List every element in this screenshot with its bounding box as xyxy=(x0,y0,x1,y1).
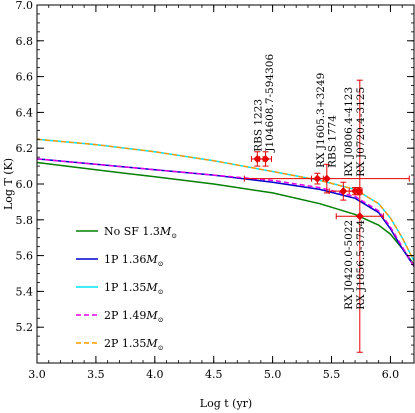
series-line-0 xyxy=(36,161,415,266)
source-label: RBS 1774 xyxy=(327,115,339,168)
legend-label: 2P 1.49M⊙ xyxy=(104,309,164,324)
legend-entry: 2P 1.35M⊙ xyxy=(76,337,164,352)
observation-point xyxy=(259,151,272,167)
series-line-3 xyxy=(36,158,415,267)
y-tick-label: 5.8 xyxy=(16,214,34,227)
y-tick-label: 5.6 xyxy=(16,250,34,263)
observation-points xyxy=(243,79,410,353)
legend-label: No SF 1.3M⊙ xyxy=(104,225,177,240)
observation-point xyxy=(243,163,410,194)
source-label: RX J1605.3+3249 xyxy=(315,73,327,168)
source-label: J104608.7-594306 xyxy=(264,54,276,153)
x-tick-label: 4.0 xyxy=(146,368,164,381)
series-curves xyxy=(36,138,415,267)
source-label: RX J1856.5-3754 xyxy=(355,219,367,309)
source-annotations: RBS 1223 J104608.7-594306 RX J1605.3+3249 R… xyxy=(252,54,367,310)
legend-entry: No SF 1.3M⊙ xyxy=(76,225,177,240)
x-tick-label: 3.5 xyxy=(87,368,105,381)
x-tick-label: 5.5 xyxy=(323,368,341,381)
legend-label: 1P 1.36M⊙ xyxy=(104,253,164,268)
legend-label: 2P 1.35M⊙ xyxy=(104,337,164,352)
legend-label: 1P 1.35M⊙ xyxy=(104,281,164,296)
y-tick-label: 6.0 xyxy=(16,178,34,191)
y-tick-label: 5.4 xyxy=(16,285,34,298)
axes: 3.0 3.5 4.0 4.5 5.0 5.5 6.0 5.2 5.4 5.6 5.8 6.0 6.2 6… xyxy=(16,0,415,381)
source-label: RX J0806.4-4123 xyxy=(343,87,355,177)
source-label: RX J0420.0-5022 xyxy=(343,220,355,310)
source-label: RX J0720.4-3125 xyxy=(355,87,367,177)
x-tick-label: 4.5 xyxy=(205,368,223,381)
y-tick-label: 6.6 xyxy=(16,71,34,84)
series-line-4 xyxy=(36,138,415,262)
y-axis-label: Log T (K) xyxy=(2,158,15,210)
x-tick-label: 6.0 xyxy=(382,368,400,381)
x-tick-label: 3.0 xyxy=(28,368,46,381)
legend-entry: 1P 1.35M⊙ xyxy=(76,281,164,296)
observation-point xyxy=(335,79,384,353)
legend-entry: 1P 1.36M⊙ xyxy=(76,253,164,268)
y-tick-label: 5.2 xyxy=(16,321,34,334)
y-tick-label: 6.8 xyxy=(16,35,34,48)
y-tick-label: 7.0 xyxy=(16,0,34,12)
legend: No SF 1.3M⊙ 1P 1.36M⊙ 1P 1.35M⊙ 2P 1.49M⊙ 2P… xyxy=(76,225,177,352)
observation-point xyxy=(354,187,363,196)
x-tick-label: 5.0 xyxy=(264,368,282,381)
y-tick-label: 6.4 xyxy=(16,106,34,119)
source-label: RBS 1223 xyxy=(252,99,264,152)
y-tick-label: 6.2 xyxy=(16,142,34,155)
legend-entry: 2P 1.49M⊙ xyxy=(76,309,164,324)
x-axis-label: Log t (yr) xyxy=(200,397,252,410)
